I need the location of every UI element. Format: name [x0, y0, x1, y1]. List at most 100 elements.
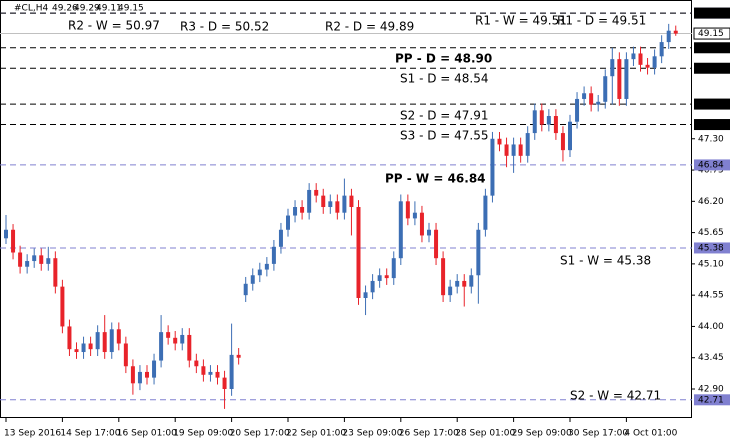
candle-body — [455, 280, 460, 287]
candle-body — [434, 229, 439, 259]
level-axis-label: 47.91 — [698, 100, 724, 110]
candle-body — [497, 138, 502, 145]
level-axis-label: 46.84 — [698, 160, 724, 170]
last-price-label: 49.15 — [698, 29, 724, 39]
candle-body — [582, 93, 587, 99]
candle-body — [208, 371, 213, 375]
level-axis-label: 47.55 — [698, 120, 724, 130]
y-tick-label: 45.10 — [698, 259, 724, 269]
candle-body — [137, 371, 142, 384]
candle-body — [328, 201, 333, 208]
candle-body — [11, 229, 16, 253]
header-close: 49.15 — [118, 4, 144, 14]
candle-body — [589, 93, 594, 105]
candle-body — [236, 354, 241, 358]
candle-body — [53, 258, 58, 287]
header-low: 49.11 — [96, 4, 122, 14]
candle-body — [264, 263, 269, 270]
candle-body — [553, 116, 558, 134]
candle-body — [293, 207, 298, 216]
y-tick-label: 44.00 — [698, 322, 724, 332]
candle-body — [666, 30, 671, 43]
level-axis-label: 49.51 — [698, 9, 724, 19]
candle-body — [4, 229, 8, 239]
candle-body — [596, 101, 601, 105]
candle-body — [18, 252, 23, 267]
y-tick-label: 44.55 — [698, 291, 724, 301]
level-label: R1 - D = 49.51 — [557, 14, 646, 28]
level-label: S2 - D = 47.91 — [400, 109, 489, 123]
candle-body — [412, 212, 417, 219]
candle-body — [60, 286, 65, 327]
level-axis-box — [694, 119, 730, 131]
candle-body — [603, 76, 608, 102]
y-tick-label: 47.30 — [698, 134, 724, 144]
symbol: #CL,H4 — [14, 4, 48, 14]
level-label: R2 - D = 49.89 — [325, 20, 414, 34]
x-tick-label: 20 Sep 17:00 — [230, 429, 290, 439]
candle-body — [349, 195, 354, 208]
candle-body — [88, 343, 93, 350]
candle-body — [321, 195, 326, 208]
y-tick-label: 42.90 — [698, 384, 724, 394]
candle-body — [173, 337, 178, 344]
candle-body — [286, 215, 290, 230]
level-label: R1 - W = 49.51 — [475, 14, 567, 28]
candle-body — [116, 329, 121, 344]
candle-body — [81, 343, 86, 353]
candle-body — [398, 201, 403, 259]
candle-body — [384, 275, 389, 279]
y-tick-label: 43.45 — [698, 353, 724, 363]
x-tick-label: 19 Sep 09:00 — [173, 429, 233, 439]
level-label: S2 - W = 42.71 — [570, 389, 661, 403]
candle-body — [152, 360, 157, 378]
candle-body — [462, 280, 467, 287]
level-label: PP - W = 46.84 — [385, 172, 486, 186]
candle-body — [469, 275, 474, 287]
candle-body — [405, 201, 410, 219]
level-axis-box — [694, 42, 730, 54]
candle-body — [39, 255, 44, 264]
candle-body — [300, 207, 305, 213]
candle-body — [194, 360, 199, 367]
candle-body — [250, 275, 255, 284]
level-axis-box — [694, 242, 730, 254]
candle-body — [546, 116, 551, 125]
candle-body — [617, 59, 622, 99]
candle-body — [201, 366, 206, 375]
level-axis-label: 42.71 — [698, 395, 724, 405]
level-label: PP - D = 48.90 — [395, 52, 492, 66]
level-axis-label: 48.54 — [698, 64, 724, 74]
candle-body — [123, 343, 128, 367]
candle-body — [102, 332, 107, 353]
candle-body — [243, 283, 248, 296]
level-axis-box — [694, 7, 730, 19]
levels — [0, 12, 692, 401]
x-tick-label: 13 Sep 2016 — [4, 429, 61, 439]
candle-body — [32, 255, 37, 262]
candle-body — [673, 30, 678, 34]
candle-body — [652, 56, 657, 68]
level-label: S1 - D = 48.54 — [400, 72, 489, 86]
y-tick-label: 46.20 — [698, 197, 724, 207]
candle-body — [271, 246, 276, 264]
candle-body — [307, 189, 312, 213]
candle-body — [229, 354, 234, 389]
candle-body — [476, 229, 481, 276]
candle-body — [363, 292, 368, 299]
candle-body — [159, 332, 164, 361]
candle-body — [631, 53, 636, 60]
overlay: 42.90 43.45 44.00 44.55 45.10 45.65 46.20 46.75… — [4, 7, 730, 439]
candle-body — [335, 201, 340, 213]
level-axis-box — [694, 394, 730, 406]
candle-body — [645, 64, 650, 68]
x-tick-label: 29 Sep 09:00 — [512, 429, 572, 439]
candle-body — [483, 195, 488, 230]
candle-body — [109, 329, 114, 353]
candle-body — [427, 229, 431, 236]
candle-body — [441, 258, 446, 296]
x-tick-label: 14 Sep 17:00 — [60, 429, 120, 439]
x-tick-label: 4 Oct 01:00 — [624, 429, 677, 439]
y-tick-label: 45.65 — [698, 228, 724, 238]
